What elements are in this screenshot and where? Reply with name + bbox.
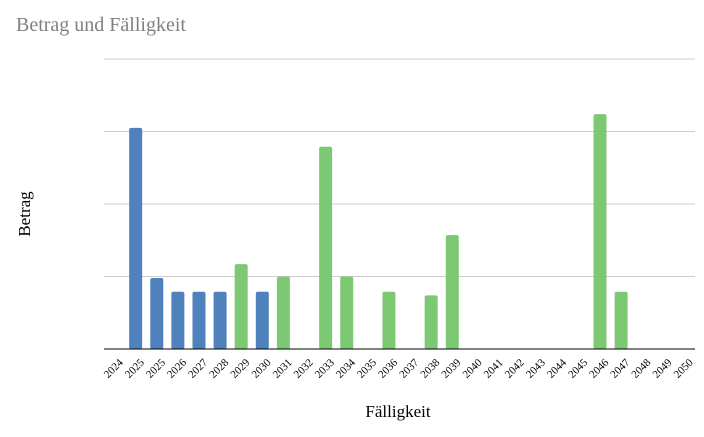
x-tick-label: 2036 [376, 356, 400, 380]
x-tick-label: 2026 [165, 356, 189, 380]
x-tick-label: 2041 [482, 357, 506, 381]
bar-2026 [171, 291, 185, 349]
bar-series [129, 114, 628, 349]
x-tick-label: 2033 [313, 356, 337, 380]
x-tick-label: 2047 [608, 356, 632, 380]
x-tick-label: 2040 [461, 356, 485, 380]
x-tick-label: 2037 [397, 356, 421, 380]
bar-2046 [593, 114, 607, 349]
x-tick-label: 2024 [102, 356, 126, 380]
bar-2028 [213, 291, 227, 349]
bar-2039 [445, 235, 459, 349]
x-tick-labels: 2024202520252026202720282029203020312032… [102, 356, 696, 380]
x-tick-label: 2034 [334, 356, 358, 380]
bar-2031 [276, 276, 290, 349]
x-tick-label: 2025 [123, 356, 147, 380]
x-tick-label: 2048 [629, 356, 653, 380]
x-axis-label: Fälligkeit [365, 402, 431, 421]
bar-2034 [340, 276, 354, 349]
x-tick-label: 2042 [503, 357, 527, 381]
bar-2038 [424, 295, 438, 349]
x-tick-label: 2035 [355, 356, 379, 380]
bar-2025 [150, 277, 164, 349]
x-tick-label: 2049 [651, 356, 675, 380]
x-tick-label: 2031 [271, 357, 295, 381]
x-tick-label: 2029 [228, 356, 252, 380]
x-tick-label: 2039 [439, 356, 463, 380]
chart-title: Betrag und Fälligkeit [16, 14, 186, 36]
bar-2030 [255, 291, 269, 349]
x-tick-label: 2030 [249, 356, 273, 380]
x-tick-label: 2027 [186, 356, 210, 380]
x-tick-label: 2032 [292, 357, 316, 381]
bar-2047 [614, 291, 628, 349]
x-tick-label: 2043 [524, 356, 548, 380]
bar-2029 [234, 264, 248, 349]
x-tick-label: 2046 [587, 356, 611, 380]
x-tick-label: 2044 [545, 356, 569, 380]
bar-2027 [192, 291, 206, 349]
x-tick-label: 2050 [672, 356, 696, 380]
bar-2025 [129, 127, 143, 349]
y-axis-label: Betrag [15, 191, 34, 237]
x-tick-label: 2045 [566, 356, 590, 380]
bar-2036 [382, 291, 396, 349]
x-tick-label: 2038 [418, 356, 442, 380]
bar-2033 [319, 146, 333, 349]
x-tick-label: 2028 [207, 356, 231, 380]
x-tick-label: 2025 [144, 356, 168, 380]
